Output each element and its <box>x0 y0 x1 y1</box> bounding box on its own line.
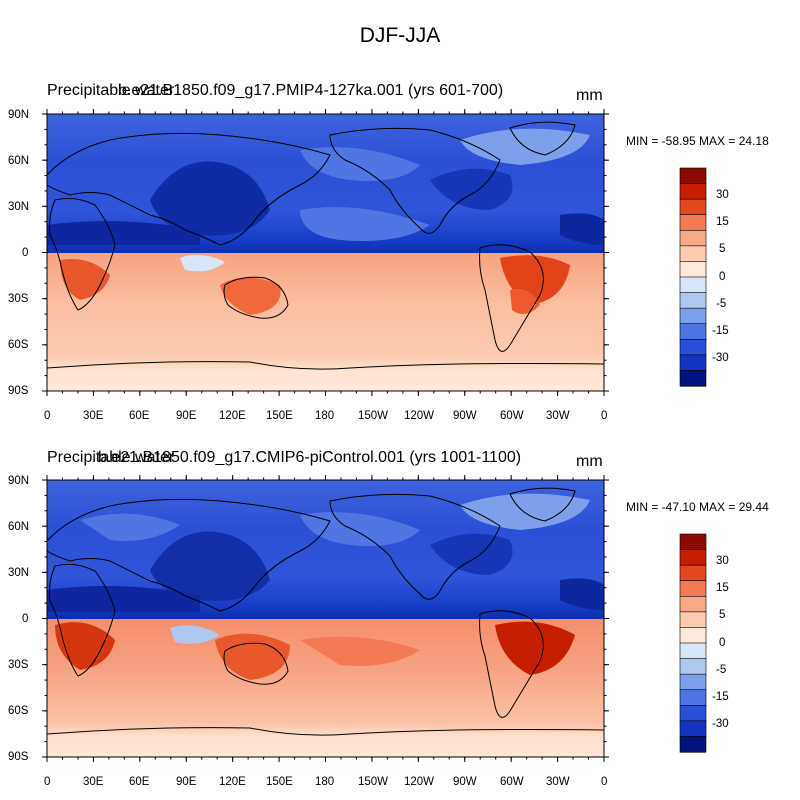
colorbar-swatch <box>679 292 707 309</box>
colorbar-swatch <box>679 338 707 356</box>
colorbar-swatch <box>679 549 707 566</box>
colorbar-swatch <box>679 229 707 247</box>
panel1-lon-label: 90E <box>176 410 197 422</box>
panel2-lon-label: 30E <box>83 776 104 788</box>
panel2-lon-label: 0 <box>44 776 51 788</box>
panel1-colorbar-label: 5 <box>719 243 726 255</box>
panel2-min-max: MIN = -47.10 MAX = 29.44 <box>626 500 769 514</box>
panel2-colorbar-label: 30 <box>716 555 729 567</box>
colorbar-swatch <box>679 354 707 372</box>
panel1-lat-label: 90S <box>8 385 29 397</box>
axis-ticks <box>42 109 609 762</box>
panel2-colorbar-label: 0 <box>719 637 726 649</box>
panel2-units: mm <box>576 453 603 470</box>
panel1-lon-label: 30E <box>83 410 104 422</box>
panel2-title-variable: Precipitable water <box>47 449 175 466</box>
colorbar-swatch <box>679 720 707 738</box>
panel2-lon-label: 60E <box>129 776 150 788</box>
panel2-lon-label: 150E <box>266 776 293 788</box>
panel1-lon-label: 30W <box>546 410 570 422</box>
colorbar-swatch <box>679 673 707 691</box>
panel1-units: mm <box>576 87 603 104</box>
panel1-lon-label: 0 <box>601 410 608 422</box>
colorbar-swatch <box>679 370 707 387</box>
panel1-lon-label: 60E <box>129 410 150 422</box>
colorbar-swatch <box>679 261 707 278</box>
panel2-lon-label: 0 <box>601 776 608 788</box>
panel1-lon-label: 150W <box>358 410 389 422</box>
colorbar-swatch <box>679 611 707 629</box>
panel1-coastlines <box>46 121 605 370</box>
panel2-lat-label: 90N <box>8 475 30 487</box>
panel1-lat-label: 0 <box>22 247 29 259</box>
panel2-lat-label: 60N <box>8 521 30 533</box>
panel2-lat-label: 30S <box>8 659 29 671</box>
panel2-lon-label: 120E <box>219 776 246 788</box>
colorbar-swatch <box>679 198 707 216</box>
panel1-colorbar-label: 0 <box>719 271 726 283</box>
colorbar-swatch <box>679 595 707 613</box>
panel2-lat-label: 30N <box>8 567 30 579</box>
colorbar-swatch <box>679 533 707 551</box>
panel2-colorbar-label: -30 <box>712 718 729 730</box>
colorbar-swatch <box>679 214 707 231</box>
panel1-lat-label: 60S <box>8 339 29 351</box>
panel2-lat-label: 90S <box>8 751 29 763</box>
figure-title: DJF-JJA <box>359 24 441 47</box>
panel1-colorbar-label: -30 <box>712 352 729 364</box>
panel1-lon-label: 120E <box>219 410 246 422</box>
colorbar-swatch <box>679 245 707 263</box>
panel1-lon-label: 60W <box>500 410 524 422</box>
panel2-lon-label: 180 <box>315 776 335 788</box>
panel1-lon-label: 0 <box>44 410 51 422</box>
panel1-lat-label: 30S <box>8 293 29 305</box>
panel2-colorbar-label: 15 <box>716 582 729 594</box>
panel1-lon-label: 150E <box>266 410 293 422</box>
panel1-colorbar-label: 30 <box>716 189 729 201</box>
panel2-lon-label: 120W <box>404 776 435 788</box>
panel2-lon-label: 30W <box>546 776 570 788</box>
panel1-colorbar <box>679 167 707 387</box>
colorbar-swatch <box>679 564 707 582</box>
panel1-title-variable: Precipitable water <box>47 82 175 99</box>
panel1-lon-label: 90W <box>453 410 477 422</box>
panel2-lon-label: 60W <box>500 776 524 788</box>
colorbar-swatch <box>679 167 707 185</box>
panel1-min-max: MIN = -58.95 MAX = 24.18 <box>626 134 769 148</box>
panel2-lat-label: 0 <box>22 613 29 625</box>
colorbar-swatch <box>679 704 707 722</box>
panel2-lon-label: 90W <box>453 776 477 788</box>
panel1-lat-label: 90N <box>8 109 30 121</box>
panel1-colorbar-label: -15 <box>712 325 729 337</box>
panel2-colorbar <box>679 533 707 753</box>
panel1-colorbar-label: 15 <box>716 216 729 228</box>
panel1-lon-label: 180 <box>315 410 335 422</box>
panel1-map <box>47 114 604 391</box>
colorbar-swatch <box>679 323 707 340</box>
panel2-map <box>47 480 604 757</box>
panel2-coastlines <box>46 487 605 736</box>
panel1-title-case: b.e21.B1850.f09_g17.PMIP4-127ka.001 (yrs… <box>118 82 504 99</box>
panel1-lon-label: 120W <box>404 410 435 422</box>
colorbar-swatch <box>679 276 707 294</box>
panel2-title-case: b.e21.B1850.f09_g17.CMIP6-piControl.001 … <box>98 449 522 466</box>
panel2-colorbar-label: -5 <box>716 664 727 676</box>
colorbar-swatch <box>679 642 707 660</box>
panel1-lat-label: 60N <box>8 155 30 167</box>
colorbar-swatch <box>679 183 707 200</box>
panel1-lat-label: 30N <box>8 201 30 213</box>
colorbar-swatch <box>679 736 707 753</box>
panel1-colorbar-label: -5 <box>716 298 727 310</box>
panel2-lon-label: 90E <box>176 776 197 788</box>
colorbar-swatch <box>679 627 707 644</box>
colorbar-swatch <box>679 307 707 325</box>
colorbar-swatch <box>679 580 707 597</box>
panel2-lat-label: 60S <box>8 705 29 717</box>
panel2-colorbar-label: 5 <box>719 609 726 621</box>
panel2-colorbar-label: -15 <box>712 691 729 703</box>
colorbar-swatch <box>679 658 707 675</box>
colorbar-swatch <box>679 689 707 706</box>
panel2-lon-label: 150W <box>358 776 389 788</box>
